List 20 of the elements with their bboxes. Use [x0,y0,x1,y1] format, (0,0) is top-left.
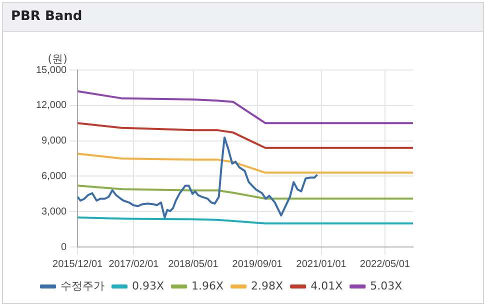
y-axis-title: (원) [48,52,68,66]
x-tick-label: 2021/01/01 [296,258,347,270]
x-tick-label: 2022/05/01 [360,258,410,270]
legend-label: 5.03X [370,279,403,292]
y-tick-label: 12,000 [36,100,68,112]
legend-label: 0.93X [132,279,164,292]
x-tick-label: 2017/02/01 [108,258,160,270]
legend-label: 4.01X [310,279,344,292]
y-tick-label: 0 [61,242,68,253]
y-tick-label: 3,000 [42,206,68,218]
y-tick-label: 9,000 [42,136,68,147]
x-tick-label: 2018/05/01 [168,258,219,270]
legend-label: 수정주가 [60,279,104,292]
legend-label: 1.96X [192,279,224,292]
y-tick-label: 15,000 [36,64,68,76]
x-tick-label: 2015/12/01 [52,258,104,270]
legend-label: 2.98X [251,279,284,292]
chart-title: PBR Band [3,3,483,32]
x-tick-label: 2019/09/01 [232,258,283,270]
y-tick-label: 6,000 [42,170,68,182]
